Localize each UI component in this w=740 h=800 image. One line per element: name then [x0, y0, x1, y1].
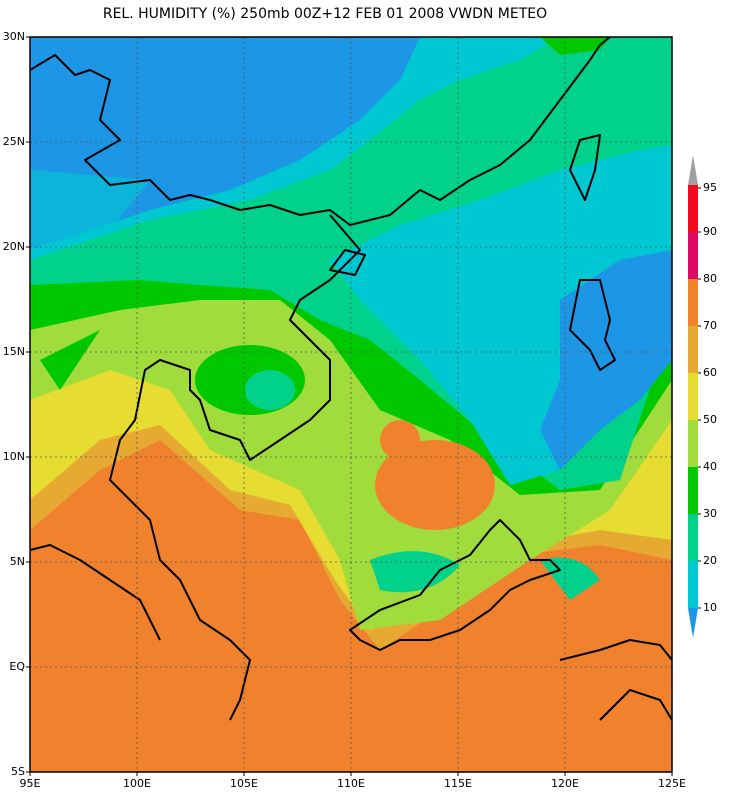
lat-label: 5N [10, 555, 25, 568]
lat-label: 10N [3, 450, 25, 463]
lat-label: 25N [3, 135, 25, 148]
colorbar-box [688, 514, 698, 561]
lon-label: 100E [123, 777, 151, 790]
colorbar-label: 80 [703, 272, 717, 285]
colorbar-box [688, 561, 698, 608]
lon-label: 95E [20, 777, 41, 790]
colorbar-label: 50 [703, 413, 717, 426]
colorbar-cap [688, 608, 698, 638]
colorbar-cap [688, 155, 698, 185]
lon-label: 120E [551, 777, 579, 790]
colorbar-box [688, 420, 698, 467]
colorbar-box [688, 326, 698, 373]
colorbar-label: 90 [703, 225, 717, 238]
lat-label: 30N [3, 30, 25, 43]
colorbar-label: 60 [703, 366, 717, 379]
lat-label: EQ [9, 660, 25, 673]
colorbar-label: 20 [703, 554, 717, 567]
colorbar-label: 40 [703, 460, 717, 473]
colorbar-box [688, 467, 698, 514]
colorbar-label: 10 [703, 601, 717, 614]
lon-label: 115E [444, 777, 472, 790]
colorbar: 95 90 80 70 60 50 40 30 20 10 [688, 155, 717, 638]
lat-label: 15N [3, 345, 25, 358]
colorbar-label: 30 [703, 507, 717, 520]
lon-label: 110E [337, 777, 365, 790]
map-title: REL. HUMIDITY (%) 250mb 00Z+12 FEB 01 20… [103, 6, 547, 22]
colorbar-label: 70 [703, 319, 717, 332]
grid [30, 37, 672, 772]
colorbar-box [688, 232, 698, 279]
lat-label: 5S [11, 765, 25, 778]
colorbar-box [688, 185, 698, 232]
colorbar-box [688, 373, 698, 420]
lat-label: 20N [3, 240, 25, 253]
colorbar-box [688, 279, 698, 326]
lon-label: 125E [658, 777, 686, 790]
lon-label: 105E [230, 777, 258, 790]
colorbar-label: 95 [703, 181, 717, 194]
